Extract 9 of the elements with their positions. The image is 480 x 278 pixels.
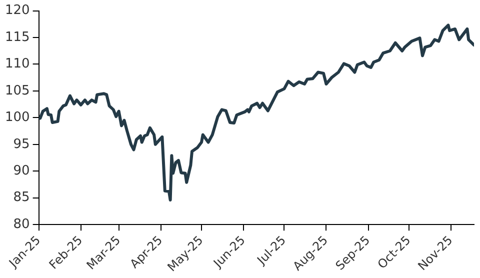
y-tick-label: 120 — [4, 3, 30, 18]
y-tick-label: 115 — [4, 30, 30, 45]
y-tick-label: 105 — [4, 83, 30, 98]
y-tick-label: 110 — [4, 56, 30, 72]
y-tick-label: 90 — [13, 164, 30, 178]
y-tick-label: 85 — [13, 190, 30, 206]
y-tick-label: 95 — [13, 136, 30, 152]
y-tick-label: 80 — [13, 216, 30, 232]
y-tick-label: 100 — [4, 110, 30, 126]
